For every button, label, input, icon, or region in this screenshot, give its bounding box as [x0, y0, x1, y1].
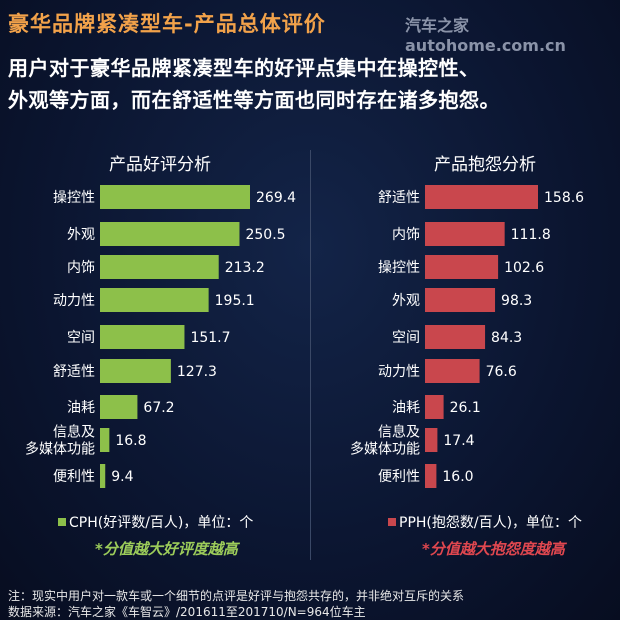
category-label: 便利性: [378, 469, 420, 485]
left-legend-label: CPH(好评数/百人)，单位：个: [69, 515, 254, 531]
category-label: 内饰: [392, 227, 420, 243]
bar: [425, 464, 437, 488]
value-label: 16.8: [115, 433, 146, 449]
category-label: 内饰: [67, 260, 95, 276]
category-label: 动力性: [53, 293, 95, 309]
footer-source: 数据来源：汽车之家《车智云》/201611至201710/N=964位车主: [8, 605, 366, 619]
bar: [100, 395, 138, 419]
category-label: 操控性: [53, 190, 95, 206]
bar: [100, 428, 110, 452]
divider: [310, 150, 311, 560]
bar: [425, 255, 499, 279]
value-label: 17.4: [443, 433, 474, 449]
footer-note: 注：现实中用户对一款车或一个细节的点评是好评与抱怨共存的，并非绝对互斥的关系: [8, 589, 465, 603]
value-label: 269.4: [256, 190, 296, 206]
left-chart-title: 产品好评分析: [109, 155, 211, 175]
bar: [425, 185, 538, 209]
category-label: 油耗: [67, 400, 95, 416]
value-label: 76.6: [486, 364, 517, 380]
bar: [425, 325, 486, 349]
category-label: 空间: [392, 330, 420, 346]
right-chart-title: 产品抱怨分析: [434, 155, 536, 175]
value-label: 9.4: [111, 469, 133, 485]
right-hint: *分值越大抱怨度越高: [422, 540, 565, 558]
bar: [425, 222, 505, 246]
bar: [100, 288, 209, 312]
bar: [100, 185, 250, 209]
value-label: 213.2: [225, 260, 265, 276]
subtitle-line-1: 用户对于豪华品牌紧凑型车的好评点集中在操控性、: [8, 56, 480, 80]
value-label: 102.6: [504, 260, 544, 276]
subtitle-line-2: 外观等方面，而在舒适性等方面也同时存在诸多抱怨。: [8, 88, 500, 112]
bar: [425, 428, 438, 452]
category-label: 操控性: [378, 260, 420, 276]
value-label: 111.8: [511, 227, 551, 243]
category-label: 动力性: [378, 364, 420, 380]
bar: [425, 288, 496, 312]
category-label: 信息及: [53, 424, 95, 441]
bar: [425, 359, 480, 383]
bar: [100, 325, 185, 349]
value-label: 151.7: [190, 330, 230, 346]
bar: [100, 464, 106, 488]
category-label: 外观: [67, 227, 95, 243]
watermark: 汽车之家autohome.com.cn: [405, 16, 566, 55]
left-legend: CPH(好评数/百人)，单位：个: [58, 512, 253, 532]
right-legend: PPH(抱怨数/百人)，单位：个: [388, 512, 582, 532]
legend-swatch: [388, 518, 396, 526]
category-label: 空间: [67, 330, 95, 346]
value-label: 26.1: [450, 400, 481, 416]
category-label: 舒适性: [53, 364, 95, 380]
bar: [100, 255, 219, 279]
category-label: 外观: [392, 293, 420, 309]
value-label: 250.5: [245, 227, 285, 243]
category-label: 便利性: [53, 469, 95, 485]
left-hint: *分值越大好评度越高: [95, 540, 238, 558]
value-label: 98.3: [501, 293, 532, 309]
value-label: 67.2: [143, 400, 174, 416]
category-label: 多媒体功能: [350, 441, 420, 458]
value-label: 195.1: [215, 293, 255, 309]
bar: [425, 395, 444, 419]
legend-swatch: [58, 518, 66, 526]
value-label: 84.3: [491, 330, 522, 346]
page-title: 豪华品牌紧凑型车-产品总体评价: [8, 12, 326, 36]
value-label: 158.6: [544, 190, 584, 206]
category-label: 信息及: [378, 424, 420, 441]
bar: [100, 222, 240, 246]
category-label: 油耗: [392, 400, 420, 416]
category-label: 舒适性: [378, 190, 420, 206]
value-label: 127.3: [177, 364, 217, 380]
value-label: 16.0: [442, 469, 473, 485]
right-legend-label: PPH(抱怨数/百人)，单位：个: [399, 515, 583, 531]
category-label: 多媒体功能: [25, 441, 95, 458]
bar: [100, 359, 171, 383]
